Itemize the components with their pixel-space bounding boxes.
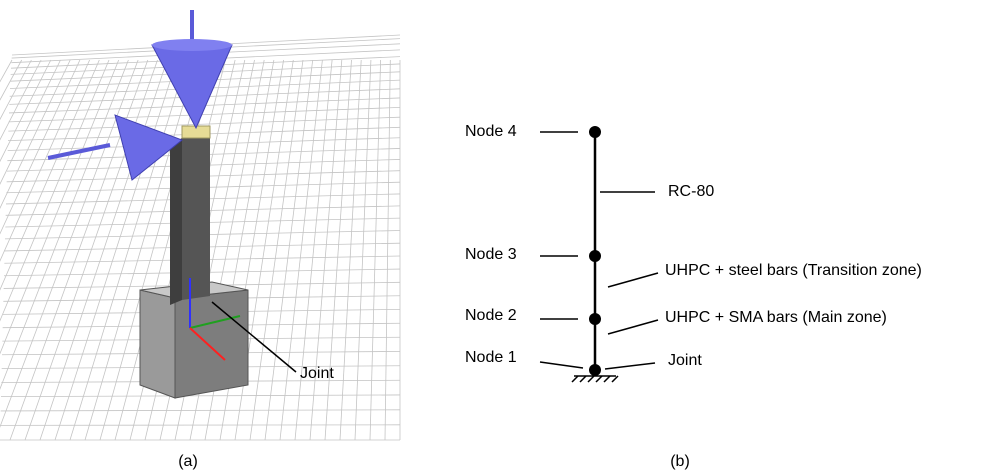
grid-line	[0, 59, 120, 355]
column	[170, 125, 211, 305]
grid-line	[0, 59, 139, 428]
frame-model	[539, 126, 659, 383]
grid-line	[0, 59, 13, 83]
grid-line	[309, 59, 343, 441]
grid-line	[0, 59, 52, 163]
grid-line	[0, 424, 401, 426]
grid-line	[114, 59, 217, 441]
leader-line	[211, 301, 297, 373]
grid-line	[0, 409, 401, 412]
grid-line	[0, 394, 401, 398]
pedestal	[139, 281, 249, 399]
grid-line	[84, 59, 197, 441]
grid-line	[384, 59, 391, 441]
grid-line	[0, 59, 90, 262]
grid-line	[369, 59, 381, 441]
grid-line	[99, 59, 207, 441]
grid-line	[0, 59, 42, 141]
grid-line	[279, 59, 323, 441]
element-label: UHPC + SMA bars (Main zone)	[665, 309, 887, 326]
grid-line	[9, 59, 149, 441]
element-label: RC-80	[668, 183, 714, 200]
node-label: Node 1	[465, 349, 517, 366]
grid-line	[39, 59, 168, 441]
grid-line	[324, 59, 352, 441]
label: Joint	[300, 365, 334, 382]
element-label: Joint	[668, 352, 702, 369]
grid-line	[0, 59, 23, 101]
grid-line	[354, 59, 372, 441]
grid-line	[54, 59, 178, 441]
grid-line	[294, 59, 333, 441]
node-label: Node 4	[465, 123, 517, 140]
grid-line	[0, 59, 129, 390]
grid-line	[0, 59, 100, 291]
grid-line	[69, 59, 187, 441]
grid-line	[0, 59, 61, 185]
load-arrows	[47, 10, 233, 181]
grid-line	[8, 116, 401, 132]
element-label: UHPC + steel bars (Transition zone)	[665, 262, 922, 279]
node-label: Node 3	[465, 246, 517, 263]
caption: (a)	[178, 453, 198, 470]
grid-line	[249, 59, 304, 441]
grid-line	[0, 59, 81, 235]
grid-line	[339, 59, 362, 441]
node-label: Node 2	[465, 307, 517, 324]
caption: (b)	[670, 453, 690, 470]
grid-line	[264, 59, 314, 441]
grid-line	[0, 59, 71, 209]
grid-line	[0, 59, 110, 322]
